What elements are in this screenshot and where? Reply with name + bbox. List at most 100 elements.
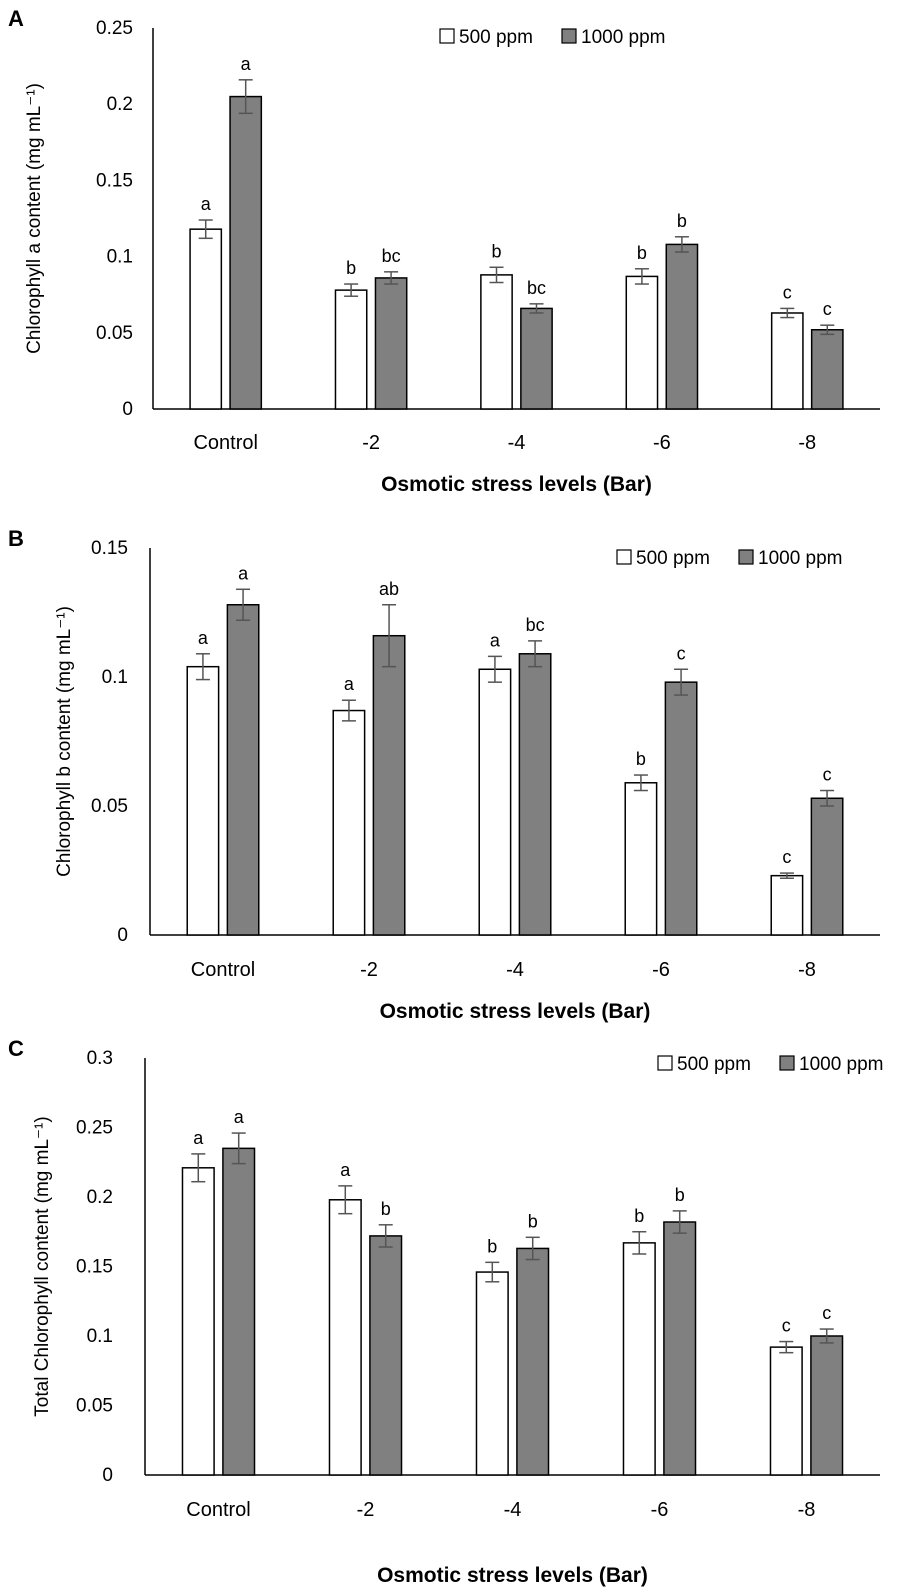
panel-a-category-label: -4: [508, 432, 526, 454]
panel-c-y-tick-label: 0.1: [87, 1326, 113, 1347]
panel-b-bar-500ppm: [624, 782, 658, 936]
panel-c-bar-500ppm: [622, 1242, 656, 1476]
panel-b-y-tick-label: 0.05: [91, 796, 128, 817]
panel-a-significance-letter: bc: [382, 246, 401, 266]
panel-b-category-label: -6: [652, 959, 670, 981]
panel-c-y-axis-title: Total Chlorophyll content (mg mL⁻¹): [32, 1116, 53, 1416]
panel-b-legend-swatch-1000ppm: [738, 549, 754, 565]
panel-a-legend-label-500ppm: 500 ppm: [459, 27, 533, 48]
panel-a-x-axis-title: Osmotic stress levels (Bar): [381, 473, 652, 496]
panel-a-bar-1000ppm: [229, 95, 263, 410]
panel-b-bar-500ppm: [332, 709, 366, 936]
panel-b-category-label: -8: [798, 959, 816, 981]
panel-b-significance-letter: bc: [526, 615, 545, 635]
panel-c-significance-letter: b: [634, 1206, 644, 1226]
panel-c-y-tick-label: 0.25: [76, 1118, 113, 1139]
panel-b-y-axis-title: Chlorophyll b content (mg mL⁻¹): [54, 606, 75, 877]
panel-a-bar-500ppm: [480, 274, 513, 410]
panel-c-legend-swatch-1000ppm: [779, 1055, 795, 1071]
panel-b-y-tick-label: 0.15: [91, 538, 128, 559]
panel-c-y-tick-label: 0.15: [76, 1257, 113, 1278]
panel-c-category-label: -2: [357, 1499, 375, 1521]
panel-b-bar-500ppm: [186, 665, 220, 936]
panel-a-bar-500ppm: [770, 312, 804, 410]
panel-c-category-label: -8: [798, 1499, 816, 1521]
panel-c-significance-letter: c: [782, 1316, 791, 1336]
panel-b-bar-1000ppm: [518, 653, 552, 936]
panel-b-y-tick-label: 0: [117, 925, 128, 946]
panel-a-y-tick-label: 0.1: [107, 247, 133, 268]
panel-a-significance-letter: c: [823, 299, 832, 319]
panel-a-significance-letter: bc: [527, 278, 546, 298]
panel-b-bar-1000ppm: [664, 681, 698, 936]
panel-a-bar-500ppm: [334, 289, 368, 410]
panel-c-category-label: -6: [651, 1499, 669, 1521]
panel-b-bar-1000ppm: [226, 604, 260, 936]
panel-b-significance-letter: c: [677, 643, 686, 663]
panel-b-legend-label-1000ppm: 1000 ppm: [758, 548, 843, 569]
panel-a-bar-1000ppm: [665, 243, 699, 410]
panel-c-legend-swatch-500ppm: [657, 1055, 673, 1071]
panel-a-bar-1000ppm: [374, 277, 408, 410]
panel-c-significance-letter: a: [234, 1107, 245, 1127]
panel-c-bar-1000ppm: [369, 1235, 403, 1476]
panel-c-y-tick-label: 0.2: [87, 1187, 113, 1208]
panel-c-significance-letter: b: [675, 1185, 685, 1205]
panel-a-bar-1000ppm: [810, 329, 844, 410]
panel-a-y-tick-label: 0.2: [107, 94, 133, 115]
panel-a-significance-letter: c: [783, 282, 792, 302]
panel-a-y-axis-title: Chlorophyll a content (mg mL⁻¹): [24, 83, 45, 354]
panel-a-significance-letter: a: [201, 194, 212, 214]
panel-a-significance-letter: b: [637, 243, 647, 263]
panel-a-category-label: -8: [798, 432, 816, 454]
panel-a-bar-1000ppm: [520, 307, 553, 410]
panel-c-category-label: Control: [186, 1499, 250, 1521]
panel-a-significance-letter: b: [491, 241, 501, 261]
panel-b-category-label: Control: [191, 959, 255, 981]
panel-c-legend-label-1000ppm: 1000 ppm: [799, 1054, 884, 1075]
panel-c-bar-1000ppm: [663, 1221, 697, 1476]
panel-b-significance-letter: c: [782, 847, 791, 867]
panel-c-letter: C: [8, 1036, 24, 1061]
panel-a-y-tick-label: 0.05: [96, 323, 133, 344]
panel-b-category-label: -4: [506, 959, 524, 981]
panel-b-x-axis-title: Osmotic stress levels (Bar): [380, 1000, 651, 1023]
panel-a-y-tick-label: 0.25: [96, 18, 133, 39]
panel-b-y-tick-label: 0.1: [102, 667, 128, 688]
panel-c-x-axis-title: Osmotic stress levels (Bar): [377, 1564, 648, 1587]
panel-b-significance-letter: a: [198, 628, 209, 648]
panel-b-significance-letter: a: [344, 674, 355, 694]
panel-c-y-tick-label: 0: [102, 1465, 113, 1486]
panel-b-legend-label-500ppm: 500 ppm: [636, 548, 710, 569]
panel-c-significance-letter: c: [822, 1303, 831, 1323]
panel-c-bar-500ppm: [181, 1167, 215, 1476]
panel-a-significance-letter: a: [241, 54, 252, 74]
panel-c-bar-1000ppm: [516, 1247, 550, 1476]
panel-a-legend-label-1000ppm: 1000 ppm: [581, 27, 666, 48]
panel-c-y-tick-label: 0.05: [76, 1396, 113, 1417]
panel-a-y-tick-label: 0: [122, 399, 133, 420]
panel-a-bar-500ppm: [189, 228, 223, 410]
panel-a-significance-letter: b: [346, 258, 356, 278]
panel-a-significance-letter: b: [677, 211, 687, 231]
panel-b-bar-1000ppm: [372, 634, 406, 936]
panel-a-category-label: -2: [362, 432, 380, 454]
panel-b-bar-500ppm: [770, 874, 804, 936]
panel-c-significance-letter: b: [487, 1236, 497, 1256]
panel-a-legend-swatch-500ppm: [439, 28, 455, 44]
panel-b-significance-letter: a: [238, 563, 249, 583]
panel-b-significance-letter: b: [636, 749, 646, 769]
panel-c-significance-letter: a: [193, 1128, 204, 1148]
panel-c-significance-letter: a: [340, 1160, 351, 1180]
panel-c-y-tick-label: 0.3: [87, 1048, 113, 1069]
panel-c-bar-500ppm: [475, 1271, 509, 1476]
panel-a-letter: A: [8, 6, 24, 31]
panel-b-category-label: -2: [360, 959, 378, 981]
panel-b-significance-letter: c: [823, 765, 832, 785]
panel-a-y-tick-label: 0.15: [96, 170, 133, 191]
panel-a-bar-500ppm: [625, 275, 659, 410]
panel-b-legend-swatch-500ppm: [616, 549, 632, 565]
panel-c-significance-letter: b: [381, 1199, 391, 1219]
panel-c-significance-letter: b: [528, 1211, 538, 1231]
